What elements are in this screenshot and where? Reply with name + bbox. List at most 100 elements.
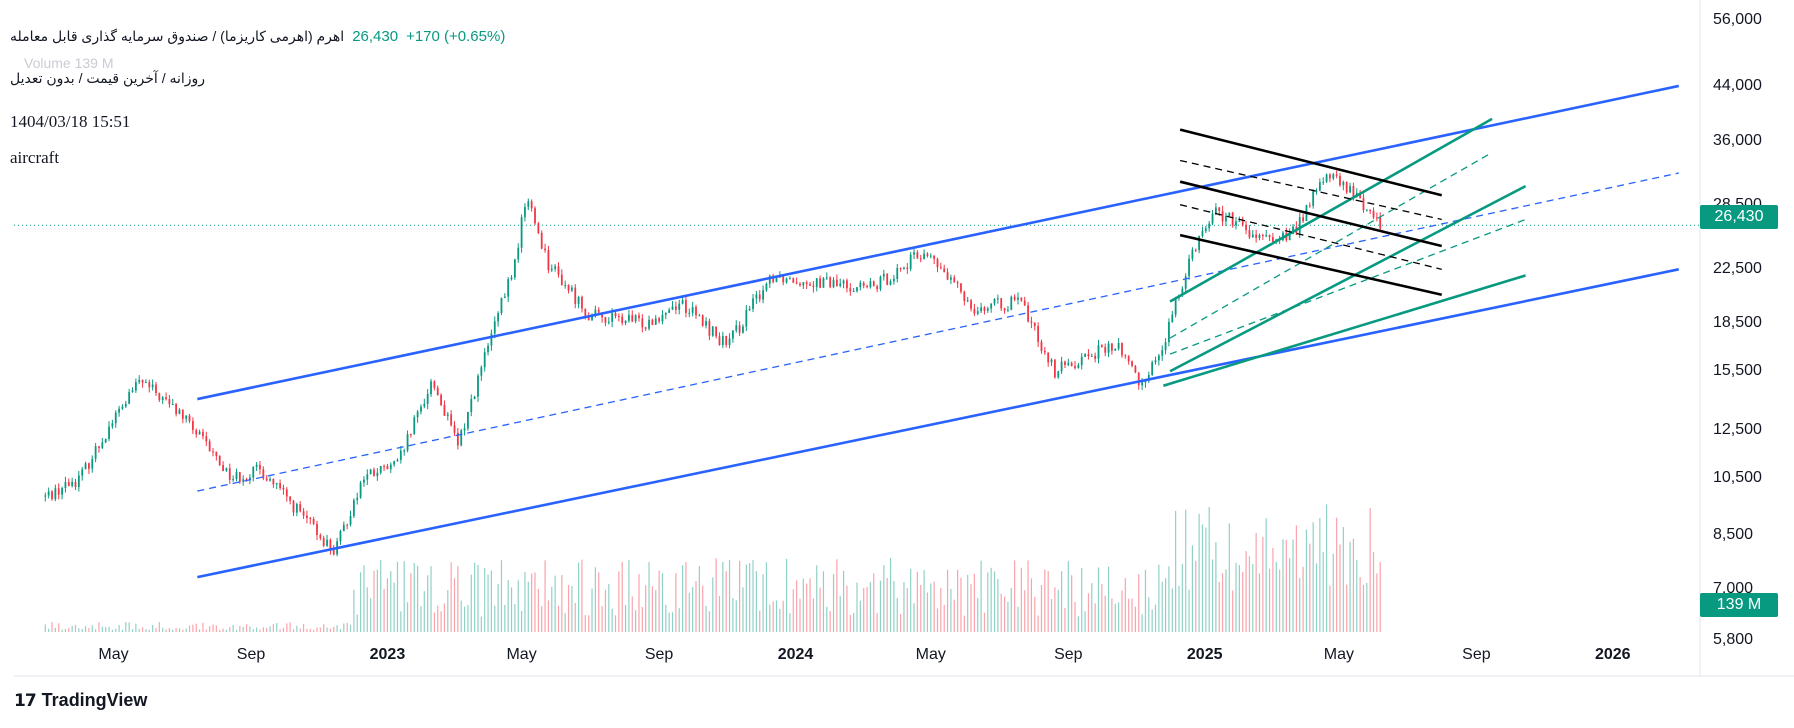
volume-bar xyxy=(1061,571,1063,632)
volume-bar xyxy=(839,595,841,632)
volume-bar xyxy=(762,574,764,632)
volume-bar xyxy=(524,571,526,632)
candle-body xyxy=(208,441,211,452)
candle-body xyxy=(128,392,131,404)
volume-bar xyxy=(313,629,315,632)
candle-body xyxy=(67,482,70,487)
volume-bar xyxy=(1322,551,1324,632)
trendline-blue-mid xyxy=(197,172,1679,492)
candle-body xyxy=(292,500,295,513)
volume-bar xyxy=(413,562,415,632)
price-tick-label: 15,500 xyxy=(1713,362,1762,380)
volume-bar xyxy=(286,623,288,632)
candle-body xyxy=(342,524,345,532)
volume-bar xyxy=(61,629,63,632)
candle-body xyxy=(524,206,526,218)
candle-body xyxy=(329,539,332,551)
candle-body xyxy=(1218,207,1221,212)
candle-body xyxy=(1298,217,1301,234)
candle-body xyxy=(1359,192,1362,199)
volume-bar xyxy=(437,605,439,632)
candle-body xyxy=(839,283,842,286)
volume-bar xyxy=(1265,518,1267,632)
candle-body xyxy=(621,316,624,324)
candle-body xyxy=(718,336,721,346)
candle-body xyxy=(383,465,385,467)
candle-body xyxy=(191,421,194,431)
volume-bar xyxy=(900,614,902,632)
candle-body xyxy=(1090,355,1093,357)
time-tick-label: 2025 xyxy=(1186,646,1223,663)
candle-body xyxy=(1241,220,1244,225)
symbol-name[interactable]: اهرم (اهرمی کاریزما) / صندوق سرمایه گذار… xyxy=(10,28,345,44)
volume-bar xyxy=(869,582,872,632)
volume-bar xyxy=(54,627,56,632)
candle-body xyxy=(755,294,758,299)
volume-bar xyxy=(681,565,684,632)
candle-body xyxy=(64,482,67,489)
candle-body xyxy=(852,291,855,293)
volume-bar xyxy=(64,629,67,632)
volume-bar xyxy=(202,622,204,632)
candle-body xyxy=(215,451,218,457)
candle-body xyxy=(1221,211,1224,222)
chart-subtitle: روزانه / آخرین قیمت / بدون تعدیل xyxy=(10,70,206,86)
volume-bar xyxy=(148,629,150,632)
candle-body xyxy=(721,335,724,346)
candle-body xyxy=(463,428,466,431)
volume-bar xyxy=(1268,568,1271,632)
candle-body xyxy=(202,431,204,437)
volume-bar xyxy=(1369,508,1371,632)
candle-body xyxy=(510,277,513,280)
volume-bar xyxy=(279,629,281,632)
volume-bar xyxy=(997,578,999,632)
candle-body xyxy=(356,497,359,501)
candle-body xyxy=(789,278,791,280)
candle-body xyxy=(1131,361,1133,367)
candle-body xyxy=(1201,231,1204,236)
volume-bar xyxy=(44,624,46,632)
candle-body xyxy=(238,472,241,482)
candle-body xyxy=(121,406,124,409)
trendline-black-bottom xyxy=(1179,233,1443,297)
candle-body xyxy=(560,274,563,285)
volume-bar xyxy=(383,588,385,632)
candle-body xyxy=(658,318,661,322)
candle-body xyxy=(795,282,798,284)
volume-bar xyxy=(940,587,942,632)
candle-body xyxy=(1265,235,1268,237)
candle-body xyxy=(1080,356,1083,365)
volume-bar xyxy=(319,627,321,632)
volume-bar xyxy=(775,600,778,632)
volume-bar xyxy=(916,571,918,632)
candle-body xyxy=(1318,182,1321,191)
volume-bar xyxy=(581,559,583,632)
candle-body xyxy=(540,232,543,249)
volume-bar xyxy=(1030,578,1033,632)
volume-bar xyxy=(108,626,110,632)
volume-bar xyxy=(81,628,83,632)
candle-body xyxy=(111,423,114,427)
volume-bar xyxy=(359,572,362,632)
volume-bar xyxy=(178,628,181,632)
tradingview-brand[interactable]: 𝟭𝟳 TradingView xyxy=(14,690,147,711)
candle-body xyxy=(1040,341,1043,351)
candle-body xyxy=(996,298,999,300)
volume-bar xyxy=(1342,527,1344,632)
volume-bar xyxy=(849,614,851,632)
candle-body xyxy=(433,381,436,388)
volume-bar xyxy=(829,611,831,632)
candle-body xyxy=(1198,235,1201,251)
candle-body xyxy=(829,277,832,288)
candle-body xyxy=(349,516,352,525)
candle-body xyxy=(708,320,711,336)
volume-bar xyxy=(728,559,731,632)
candle-body xyxy=(584,308,587,316)
candle-body xyxy=(423,403,426,407)
chart-tag: aircraft xyxy=(10,148,60,167)
candle-body xyxy=(688,312,691,314)
volume-bar xyxy=(88,628,90,632)
volume-bar xyxy=(386,578,389,632)
volume-bar xyxy=(450,562,452,632)
